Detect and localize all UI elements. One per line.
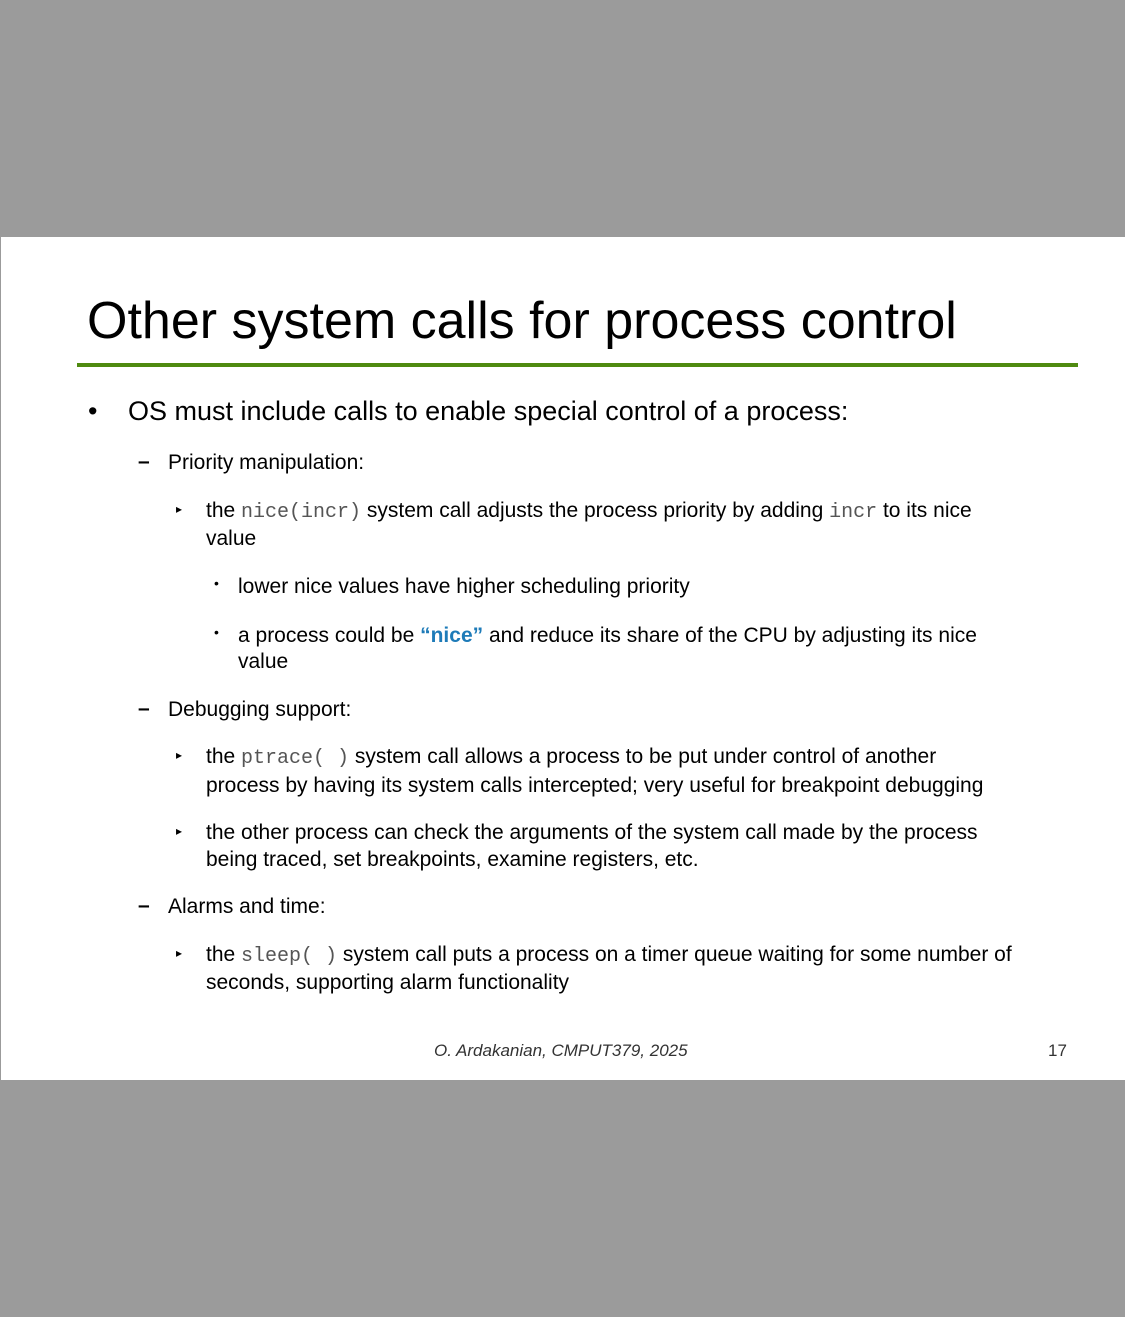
triangle-bullet-icon: ▸ (176, 748, 183, 762)
slide-footer: O. Ardakanian, CMPUT379, 2025 (434, 1041, 688, 1060)
sleep-line-1: the sleep( ) system call puts a process … (206, 943, 1012, 968)
nice-code: nice(incr) (241, 501, 362, 524)
alarms-heading: Alarms and time: (168, 895, 326, 918)
slide (1, 237, 1125, 1080)
nice-emphasis: “nice” (420, 624, 484, 647)
small-dot-icon: • (214, 624, 219, 640)
priority-heading: Priority manipulation: (168, 451, 365, 474)
triangle-bullet-icon: ▸ (176, 946, 183, 960)
incr-code: incr (829, 501, 878, 524)
dash-icon: – (138, 894, 150, 917)
sleep-line-2: seconds, supporting alarm functionality (206, 971, 570, 994)
slide-title: Other system calls for process control (87, 292, 957, 350)
ptrace-line-1: the ptrace( ) system call allows a proce… (206, 745, 937, 770)
nice-sub-2-line-2: value (238, 650, 289, 673)
page-number: 17 (1048, 1041, 1067, 1060)
dash-icon: – (138, 697, 150, 720)
title-underline (77, 363, 1078, 367)
sleep-code: sleep( ) (241, 945, 338, 968)
triangle-bullet-icon: ▸ (176, 824, 183, 838)
other-line-2: being traced, set breakpoints, examine r… (206, 848, 699, 871)
main-bullet-text: OS must include calls to enable special … (128, 396, 849, 426)
other-line-1: the other process can check the argument… (206, 821, 978, 844)
debugging-heading: Debugging support: (168, 698, 352, 721)
small-dot-icon: • (214, 575, 219, 591)
ptrace-line-2: process by having its system calls inter… (206, 774, 984, 797)
ptrace-code: ptrace( ) (241, 747, 350, 770)
bullet-dot-icon: • (88, 396, 98, 426)
dash-icon: – (138, 450, 150, 473)
nice-sub-2-line-1: a process could be “nice” and reduce its… (238, 624, 977, 647)
nice-sub-1: lower nice values have higher scheduling… (238, 575, 690, 598)
nice-line-1: the nice(incr) system call adjusts the p… (206, 499, 972, 524)
triangle-bullet-icon: ▸ (176, 502, 183, 516)
nice-line-2: value (206, 527, 257, 550)
